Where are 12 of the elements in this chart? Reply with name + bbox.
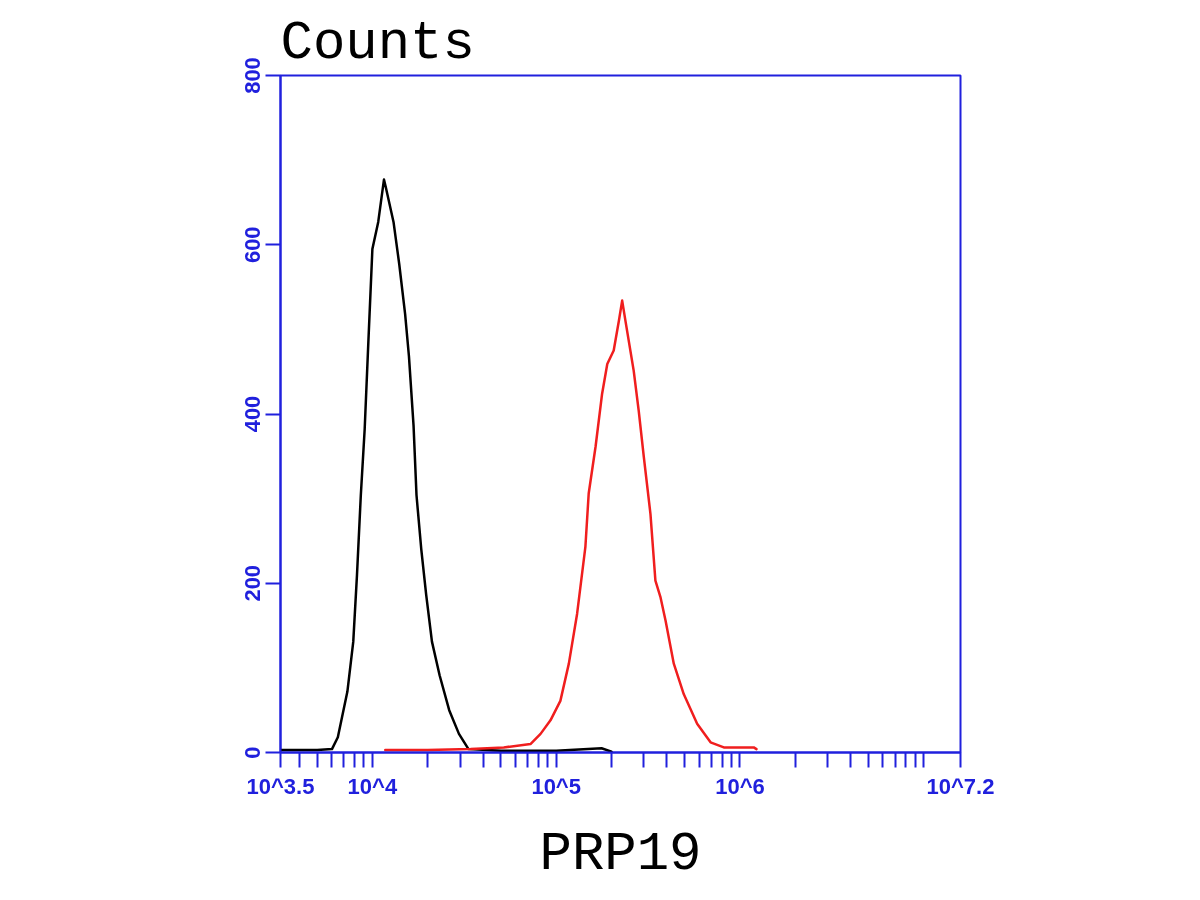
x-tick-label: 10^6	[715, 773, 765, 799]
y-tick-label: 200	[239, 564, 265, 602]
y-axis-title: Counts	[280, 12, 475, 74]
y-tick-label: 400	[239, 395, 265, 433]
x-tick-label: 10^3.5	[246, 773, 315, 799]
x-tick-label: 10^4	[347, 773, 398, 799]
x-tick-label: 10^7.2	[926, 773, 995, 799]
y-tick-label: 800	[239, 57, 265, 94]
y-tick-label: 600	[239, 226, 265, 264]
x-tick-label: 10^5	[531, 773, 581, 799]
y-tick-label: 0	[239, 746, 265, 759]
x-axis-title: PRP19	[539, 823, 702, 885]
